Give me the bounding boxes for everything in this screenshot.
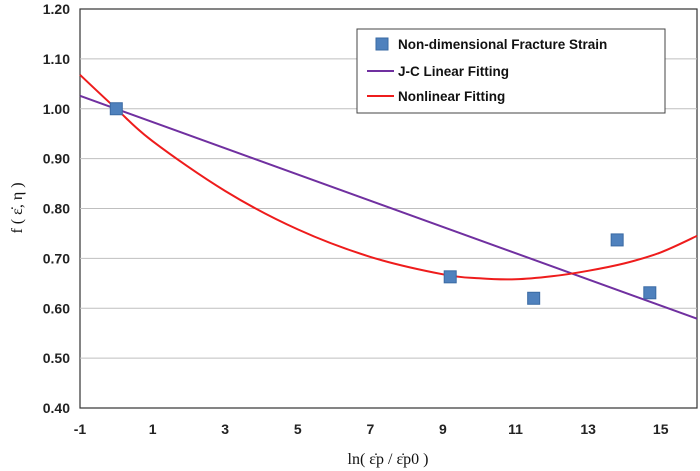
y-tick-label: 0.40 (43, 400, 70, 416)
x-tick-label: 15 (653, 421, 669, 437)
legend-box (356, 28, 666, 114)
y-tick-label: 0.80 (43, 201, 70, 217)
x-tick-label: 9 (439, 421, 447, 437)
y-tick-label: 1.00 (43, 101, 70, 117)
x-tick-label: 11 (508, 421, 523, 437)
data-point (109, 102, 123, 116)
series-line-1 (79, 94, 698, 320)
y-axis-label: f ( ε̇, η ) (9, 182, 26, 233)
x-tick-label: 7 (366, 421, 374, 437)
data-point (443, 270, 457, 284)
y-tick-label: 1.10 (43, 51, 70, 67)
data-points (109, 102, 657, 305)
y-tick-label: 0.90 (43, 151, 70, 167)
x-tick-labels: -1 1 3 5 7 9 11 13 15 (74, 421, 669, 437)
x-tick-label: 13 (580, 421, 596, 437)
x-tick-label: -1 (74, 421, 87, 437)
legend: Non-dimensional Fracture Strain J-C Line… (356, 28, 666, 114)
legend-label-jc-linear: J-C Linear Fitting (398, 64, 509, 79)
y-tick-label: 0.60 (43, 300, 70, 316)
data-point (643, 286, 657, 300)
legend-label-fracture-strain: Non-dimensional Fracture Strain (398, 37, 607, 52)
data-point (527, 291, 541, 305)
x-axis-label: ln( ε̇p / ε̇p0 ) (348, 451, 429, 468)
data-point (610, 233, 624, 247)
y-tick-label: 0.70 (43, 250, 70, 266)
y-tick-label: 0.50 (43, 350, 70, 366)
x-tick-label: 5 (294, 421, 302, 437)
x-tick-label: 1 (149, 421, 157, 437)
y-tick-label: 1.20 (43, 1, 70, 17)
y-tick-labels: 0.40 0.50 0.60 0.70 0.80 0.90 1.00 1.10 1.20 (43, 1, 70, 416)
legend-marker-fracture-strain (375, 37, 389, 51)
legend-label-nonlinear: Nonlinear Fitting (398, 89, 505, 104)
x-tick-label: 3 (221, 421, 229, 437)
